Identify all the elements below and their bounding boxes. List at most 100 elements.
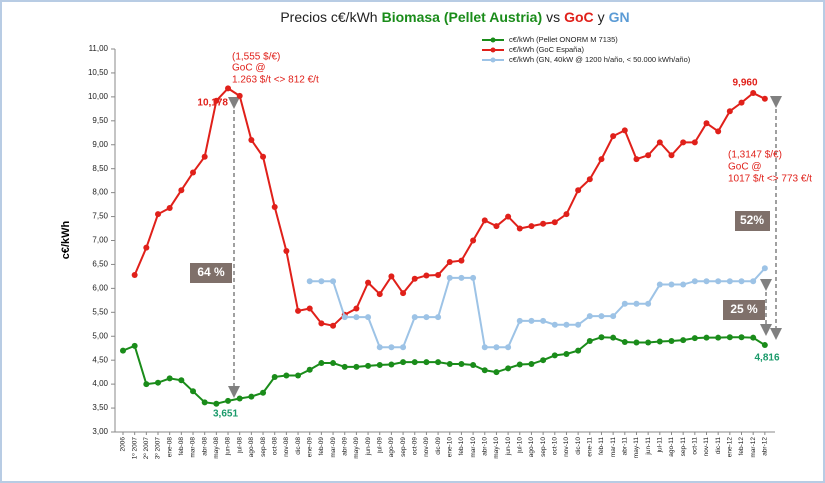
point	[493, 344, 500, 351]
point	[388, 344, 395, 351]
point	[446, 259, 453, 266]
point	[248, 393, 255, 400]
legend-label: c€/kWh (GoC España)	[509, 45, 585, 54]
point	[750, 278, 757, 285]
point	[411, 314, 418, 321]
x-tick-label: ene-11	[587, 437, 594, 457]
x-tick-label: abr-12	[762, 437, 769, 456]
x-tick-label: mar-12	[750, 437, 757, 458]
point	[318, 320, 325, 327]
point	[201, 153, 208, 160]
x-tick-label: ago-08	[248, 437, 255, 458]
point	[656, 139, 663, 146]
point	[516, 317, 523, 324]
point	[435, 314, 442, 321]
point	[435, 271, 442, 278]
point	[540, 357, 547, 364]
annotation: (1,3147 $/€)	[728, 150, 782, 161]
x-tick-label: nov-10	[563, 437, 570, 457]
x-tick-label: mar-09	[330, 437, 337, 458]
y-tick-label: 9,00	[92, 140, 108, 149]
point	[271, 373, 278, 380]
point	[540, 220, 547, 227]
point	[528, 317, 535, 324]
point	[470, 237, 477, 244]
point	[330, 360, 337, 367]
x-tick-label: 1º 2007	[131, 437, 138, 460]
point	[411, 275, 418, 282]
title-part: GN	[609, 9, 630, 25]
point	[715, 334, 722, 341]
series-line	[309, 267, 766, 349]
annotation: 1017 $/t <> 773 €/t	[728, 174, 812, 185]
annotation: 10,178	[197, 98, 228, 109]
point	[528, 223, 535, 230]
point	[353, 314, 360, 321]
label-box	[723, 300, 765, 320]
title-part: y	[598, 9, 605, 25]
point	[155, 211, 162, 218]
point	[563, 211, 570, 218]
point	[750, 334, 757, 341]
y-tick-label: 6,00	[92, 283, 108, 292]
x-tick-label: abr-08	[201, 437, 208, 456]
point	[201, 399, 208, 406]
x-tick-label: may-10	[493, 437, 500, 459]
point	[738, 334, 745, 341]
legend-marker	[490, 37, 496, 43]
point	[143, 244, 150, 251]
point	[365, 362, 372, 369]
point	[341, 314, 348, 321]
label-box	[735, 211, 770, 231]
point	[213, 400, 220, 407]
x-tick-label: ene-12	[727, 437, 734, 458]
x-tick-label: ago-11	[668, 437, 675, 457]
legend-label: c€/kWh (GN, 40kW @ 1200 h/año, < 50.000 …	[509, 55, 691, 64]
point	[318, 360, 325, 367]
y-tick-label: 6,50	[92, 260, 108, 269]
x-tick-label: oct-09	[411, 437, 418, 455]
point	[283, 372, 290, 379]
x-tick-label: ene-10	[446, 437, 453, 458]
point	[738, 278, 745, 285]
point	[423, 359, 430, 366]
y-tick-label: 7,50	[92, 212, 108, 221]
x-tick-label: jul-09	[376, 437, 383, 454]
point	[516, 361, 523, 368]
point	[481, 344, 488, 351]
x-tick-label: sep-11	[680, 437, 687, 457]
point	[691, 139, 698, 146]
point	[376, 344, 383, 351]
point	[505, 344, 512, 351]
point	[295, 307, 302, 314]
title-part: Precios c€/kWh	[280, 9, 377, 25]
point	[481, 217, 488, 224]
label-box	[190, 263, 232, 283]
point	[306, 366, 313, 373]
point	[330, 278, 337, 285]
x-tick-label: mar-11	[610, 437, 617, 457]
point	[598, 313, 605, 320]
x-tick-label: feb-10	[458, 437, 465, 456]
point	[551, 352, 558, 359]
point	[621, 338, 628, 345]
point	[493, 223, 500, 230]
point	[400, 359, 407, 366]
x-tick-label: jun-11	[645, 437, 652, 456]
point	[726, 334, 733, 341]
point	[668, 152, 675, 159]
point	[586, 338, 593, 345]
point	[645, 152, 652, 159]
point	[575, 347, 582, 354]
x-tick-label: jul-10	[516, 437, 523, 454]
x-tick-label: nov-09	[423, 437, 430, 457]
point	[656, 338, 663, 345]
annotation: 1.263 $/t <> 812 €/t	[232, 75, 319, 86]
point	[691, 335, 698, 342]
point	[610, 313, 617, 320]
point	[376, 291, 383, 298]
point	[248, 136, 255, 143]
point	[143, 381, 150, 388]
point	[703, 120, 710, 127]
